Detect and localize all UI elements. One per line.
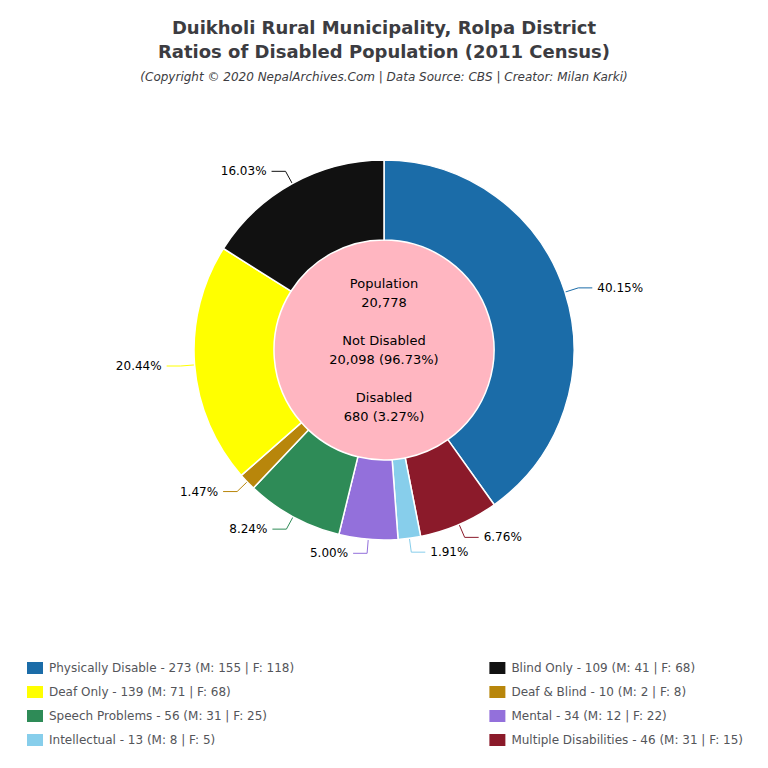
svg-text:Mental - 34 (M: 12 | F: 22): Mental - 34 (M: 12 | F: 22) xyxy=(511,709,666,723)
svg-text:Speech Problems - 56 (M: 31 |: Speech Problems - 56 (M: 31 | F: 25) xyxy=(49,709,267,723)
svg-text:20.44%: 20.44% xyxy=(116,359,162,373)
svg-text:680 (3.27%): 680 (3.27%) xyxy=(344,409,424,424)
svg-text:Population: Population xyxy=(350,276,418,291)
svg-text:20,098 (96.73%): 20,098 (96.73%) xyxy=(329,352,438,367)
svg-text:8.24%: 8.24% xyxy=(229,522,267,536)
svg-text:5.00%: 5.00% xyxy=(310,546,348,560)
svg-text:Duikholi Rural Municipality, R: Duikholi Rural Municipality, Rolpa Distr… xyxy=(172,17,597,38)
svg-text:Blind Only - 109 (M: 41 | F: 6: Blind Only - 109 (M: 41 | F: 68) xyxy=(511,661,695,675)
svg-text:Multiple Disabilities - 46 (M:: Multiple Disabilities - 46 (M: 31 | F: 1… xyxy=(511,733,743,747)
svg-text:40.15%: 40.15% xyxy=(597,281,643,295)
svg-text:Ratios of Disabled Population: Ratios of Disabled Population (2011 Cens… xyxy=(158,41,610,62)
svg-text:1.91%: 1.91% xyxy=(430,545,468,559)
svg-text:(Copyright © 2020 NepalArchive: (Copyright © 2020 NepalArchives.Com | Da… xyxy=(140,70,627,84)
svg-text:Deaf Only - 139 (M: 71 | F: 68: Deaf Only - 139 (M: 71 | F: 68) xyxy=(49,685,231,699)
svg-text:1.47%: 1.47% xyxy=(180,485,218,499)
svg-text:Intellectual - 13 (M: 8 | F: 5: Intellectual - 13 (M: 8 | F: 5) xyxy=(49,733,215,747)
svg-text:16.03%: 16.03% xyxy=(221,164,267,178)
svg-text:Deaf & Blind - 10 (M: 2 | F: 8: Deaf & Blind - 10 (M: 2 | F: 8) xyxy=(511,685,686,699)
svg-text:20,778: 20,778 xyxy=(361,295,407,310)
svg-text:Disabled: Disabled xyxy=(356,390,412,405)
svg-text:Physically Disable - 273 (M: 1: Physically Disable - 273 (M: 155 | F: 11… xyxy=(49,661,294,675)
svg-text:Not Disabled: Not Disabled xyxy=(342,333,425,348)
svg-text:6.76%: 6.76% xyxy=(484,530,522,544)
